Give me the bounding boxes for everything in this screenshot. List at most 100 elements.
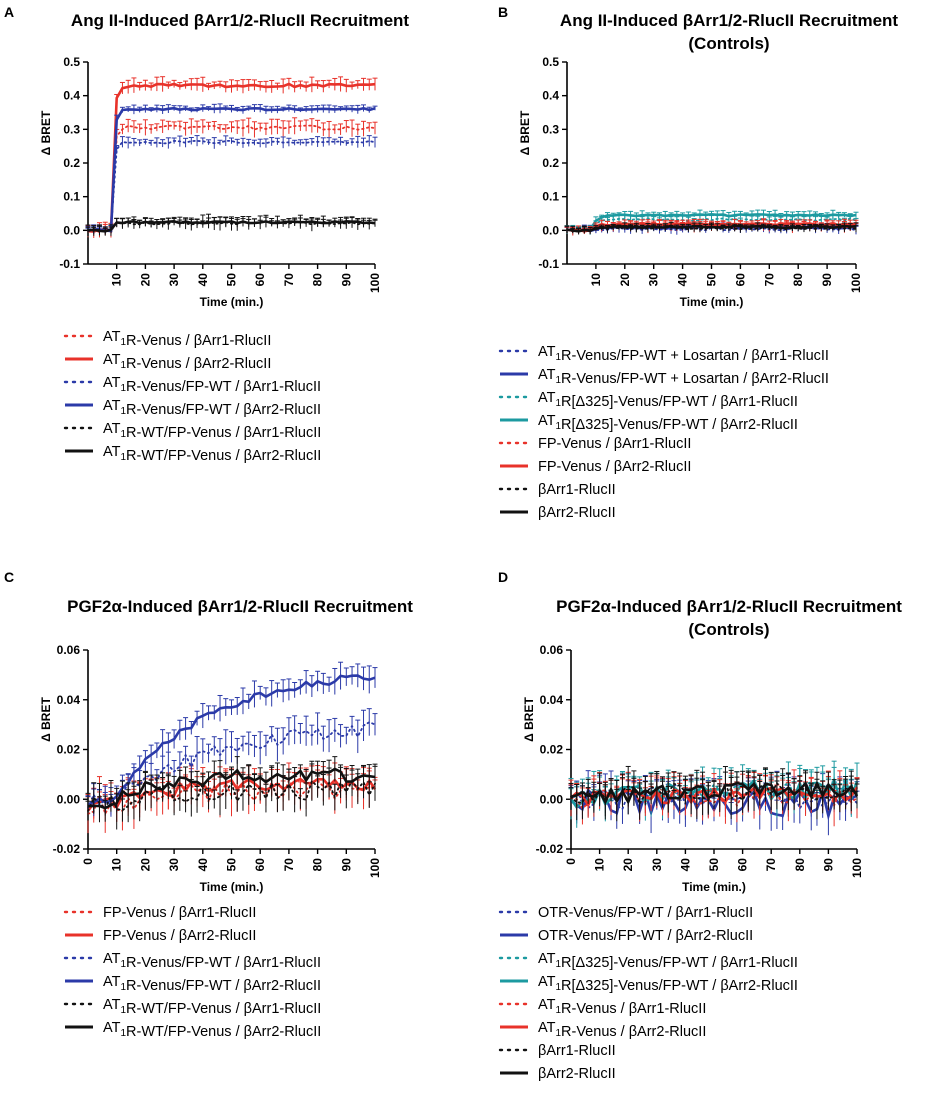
panel-d-legend-entry: OTR-Venus/FP-WT / βArr1-RlucII: [498, 905, 753, 921]
legend-label: AT1R[Δ325]-Venus/FP-WT / βArr1-RlucII: [538, 390, 798, 410]
panel-a-legend: AT1R-Venus / βArr1-RlucII AT1R-Venus / βA…: [63, 329, 321, 464]
panel-a-y-axis-label: Δ BRET: [39, 110, 53, 155]
panel-c-x-tick-label: 30: [167, 858, 181, 872]
panel-a-y-tick-label: -0.1: [59, 257, 80, 271]
panel-d-x-tick-label: 0: [564, 858, 578, 865]
panel-d-x-tick-label: 100: [850, 858, 864, 878]
legend-label: AT1R-WT/FP-Venus / βArr2-RlucII: [103, 1020, 321, 1040]
panel-d-y-tick-label: 0.04: [540, 693, 564, 707]
panel-b-y-tick-label: -0.1: [538, 257, 559, 271]
panel-c-y-tick-label: 0.04: [57, 693, 81, 707]
panel-b: B Ang II-Induced βArr1/2-RlucII Recruitm…: [498, 4, 898, 521]
legend-label: AT1R-Venus / βArr2-RlucII: [538, 1020, 706, 1040]
panel-b-x-tick-label: 50: [705, 273, 719, 287]
panel-d-x-tick-label: 10: [593, 858, 607, 872]
panel-c: C PGF2α-Induced βArr1/2-RlucII Recruitme…: [4, 569, 413, 1040]
panel-d-subtitle: (Controls): [688, 620, 769, 639]
panel-a-plot: -0.1 0.0 0.1 0.2 0.3 0.4 0.5 10 20 30 40 50 60 70 80 90…: [39, 55, 382, 309]
panel-a-legend-entry: AT1R-Venus/FP-WT / βArr2-RlucII: [65, 398, 321, 418]
panel-b-y-tick-label: 0.0: [542, 223, 559, 237]
panel-a-y-tick-label: 0.3: [63, 122, 80, 136]
panel-c-legend-entry: AT1R-WT/FP-Venus / βArr1-RlucII: [63, 997, 321, 1017]
panel-b-title: Ang II-Induced βArr1/2-RlucII Recruitmen…: [560, 11, 898, 30]
legend-label: AT1R-Venus/FP-WT + Losartan / βArr1-Rluc…: [538, 344, 829, 364]
series-line: [87, 721, 376, 809]
panel-d-legend-entry: βArr1-RlucII: [498, 1043, 616, 1059]
panel-d-x-axis-label: Time (min.): [682, 880, 746, 894]
panel-a-series-at1r-venus-barr2-rlucii: [85, 76, 378, 238]
panel-d-y-tick-label: -0.02: [536, 842, 564, 856]
legend-label: AT1R[Δ325]-Venus/FP-WT / βArr1-RlucII: [538, 951, 798, 971]
panel-a-title: Ang II-Induced βArr1/2-RlucII Recruitmen…: [71, 11, 409, 30]
panel-a-legend-entry: AT1R-Venus / βArr1-RlucII: [63, 329, 271, 349]
legend-label: AT1R-WT/FP-Venus / βArr1-RlucII: [103, 421, 321, 441]
panel-c-y-tick-label: 0.00: [57, 792, 81, 806]
panel-c-legend: FP-Venus / βArr1-RlucII FP-Venus / βArr2-…: [63, 905, 321, 1040]
series-line: [87, 219, 376, 233]
legend-label: AT1R-Venus/FP-WT + Losartan / βArr2-Rluc…: [538, 367, 829, 387]
panel-a-x-tick-label: 100: [368, 273, 382, 293]
series-line: [87, 139, 376, 232]
panel-c-x-tick-label: 80: [311, 858, 325, 872]
panel-b-y-axis-label: Δ BRET: [518, 110, 532, 155]
legend-label: βArr1-RlucII: [538, 482, 616, 498]
series-line: [87, 767, 376, 810]
panel-b-plot: -0.1 0.0 0.1 0.2 0.3 0.4 0.5 10 20 30 40 50 60 70 80 90…: [518, 55, 863, 309]
panel-d-y-axis-label: Δ BRET: [522, 697, 536, 742]
legend-label: FP-Venus / βArr2-RlucII: [103, 928, 256, 944]
series-line: [87, 674, 376, 806]
panel-d-x-tick-label: 60: [736, 858, 750, 872]
legend-label: AT1R[Δ325]-Venus/FP-WT / βArr2-RlucII: [538, 413, 798, 433]
panel-d-x-tick-label: 20: [621, 858, 635, 872]
panel-d-legend-entry: AT1R[Δ325]-Venus/FP-WT / βArr2-RlucII: [500, 974, 798, 994]
legend-label: AT1R-WT/FP-Venus / βArr1-RlucII: [103, 997, 321, 1017]
panel-c-title: PGF2α-Induced βArr1/2-RlucII Recruitment: [67, 597, 413, 616]
panel-c-x-tick-label: 60: [253, 858, 267, 872]
panel-d-title: PGF2α-Induced βArr1/2-RlucII Recruitment: [556, 597, 902, 616]
panel-b-x-tick-label: 30: [647, 273, 661, 287]
panel-a-x-tick-label: 90: [339, 273, 353, 287]
panel-d-x-tick-label: 40: [678, 858, 692, 872]
panel-b-y-tick-label: 0.2: [542, 156, 559, 170]
series-line: [87, 106, 376, 233]
legend-label: AT1R-WT/FP-Venus / βArr2-RlucII: [103, 444, 321, 464]
legend-label: AT1R[Δ325]-Venus/FP-WT / βArr2-RlucII: [538, 974, 798, 994]
panel-c-x-tick-label: 40: [196, 858, 210, 872]
panel-c-legend-entry: AT1R-Venus/FP-WT / βArr2-RlucII: [65, 974, 321, 994]
panel-b-legend-entry: AT1R-Venus/FP-WT + Losartan / βArr1-Rluc…: [498, 344, 829, 364]
panel-b-subtitle: (Controls): [688, 34, 769, 53]
panel-b-y-tick-label: 0.3: [542, 122, 559, 136]
panel-a-legend-entry: AT1R-WT/FP-Venus / βArr1-RlucII: [63, 421, 321, 441]
panel-b-legend-entry: βArr2-RlucII: [500, 505, 616, 521]
panel-b-legend-entry: βArr1-RlucII: [498, 482, 616, 498]
panel-d-plot: -0.02 0.00 0.02 0.04 0.06 0 10 20 30 40 50 60 70 80 90…: [522, 643, 864, 894]
legend-label: AT1R-Venus / βArr1-RlucII: [538, 997, 706, 1017]
legend-label: FP-Venus / βArr1-RlucII: [538, 436, 691, 452]
panel-d-x-tick-label: 70: [764, 858, 778, 872]
series-line: [87, 82, 376, 233]
legend-label: AT1R-Venus/FP-WT / βArr1-RlucII: [103, 951, 321, 971]
series-line: [87, 124, 376, 234]
panel-a-legend-entry: AT1R-Venus / βArr2-RlucII: [65, 352, 271, 372]
panel-b-y-tick-label: 0.4: [542, 89, 559, 103]
panel-d-legend: OTR-Venus/FP-WT / βArr1-RlucII OTR-Venus/…: [498, 905, 798, 1082]
panel-d-legend-entry: OTR-Venus/FP-WT / βArr2-RlucII: [500, 928, 753, 944]
panel-c-x-tick-label: 10: [110, 858, 124, 872]
panel-a-series-at1r-wt-fp-venus-barr1-rlucii: [85, 213, 378, 237]
panel-b-legend-entry: FP-Venus / βArr1-RlucII: [498, 436, 691, 452]
panel-b-x-tick-label: 80: [791, 273, 805, 287]
series-line: [566, 217, 857, 232]
panel-c-x-tick-label: 50: [225, 858, 239, 872]
panel-d-x-tick-label: 80: [793, 858, 807, 872]
panel-a-x-tick-label: 10: [110, 273, 124, 287]
panel-b-x-tick-label: 100: [849, 273, 863, 293]
panel-c-y-tick-label: -0.02: [53, 842, 81, 856]
panel-letter-b: B: [498, 4, 508, 20]
legend-label: βArr2-RlucII: [538, 1066, 616, 1082]
panel-c-series-at1r-wt-fp-venus-barr2-rlucii: [85, 756, 378, 819]
series-line: [87, 779, 376, 812]
panel-b-series-barr2-rlucii: [564, 221, 859, 235]
panel-b-legend-entry: FP-Venus / βArr2-RlucII: [500, 459, 691, 475]
panel-c-x-tick-label: 20: [138, 858, 152, 872]
panel-a: A Ang II-Induced βArr1/2-RlucII Recruitm…: [4, 4, 409, 464]
